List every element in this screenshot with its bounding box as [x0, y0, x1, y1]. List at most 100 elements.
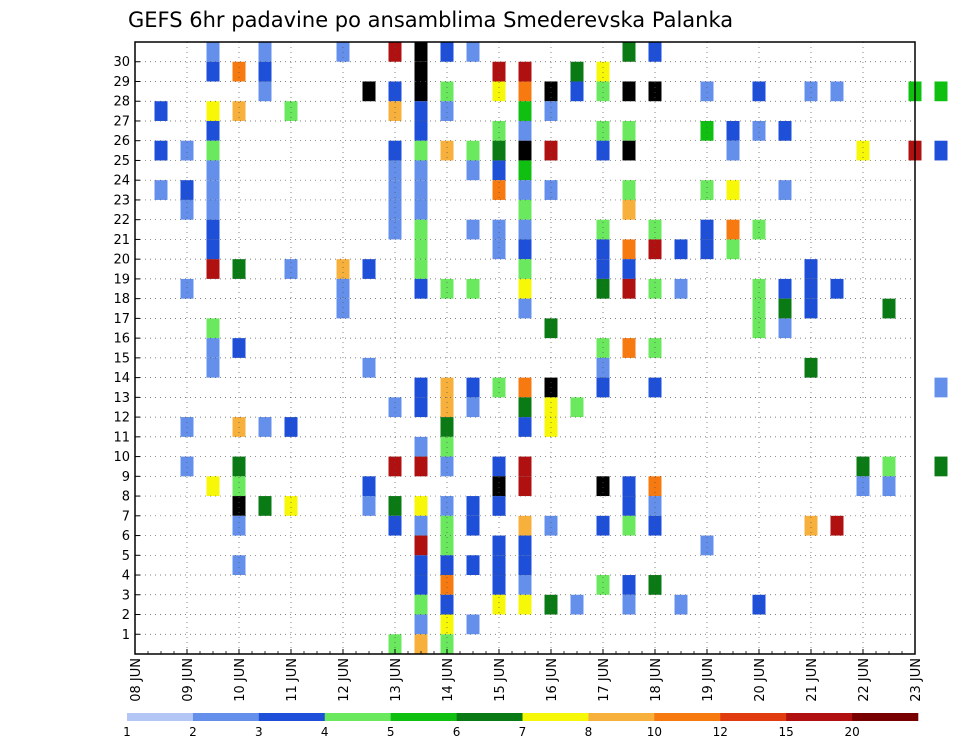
heatmap-cell: [466, 555, 480, 576]
legend-label: 8: [585, 725, 593, 739]
heatmap-cell: [336, 259, 350, 279]
heatmap-cell: [518, 476, 532, 497]
heatmap-cell: [518, 81, 532, 102]
heatmap-cell: [440, 515, 454, 536]
heatmap-cell: [544, 515, 558, 536]
heatmap-cell: [206, 101, 220, 121]
heatmap-cell: [518, 239, 532, 260]
heatmap-cell: [622, 278, 636, 299]
heatmap-cell: [804, 515, 818, 536]
y-tick-label: 22: [113, 213, 130, 228]
heatmap-cell: [518, 61, 532, 82]
heatmap-cell: [544, 101, 558, 121]
heatmap-cell: [388, 515, 402, 536]
heatmap-cell: [336, 298, 350, 319]
heatmap-cell: [596, 278, 610, 299]
heatmap-cell: [622, 575, 636, 595]
heatmap-cell: [648, 476, 662, 497]
legend-label: 2: [189, 725, 197, 739]
heatmap-cell: [440, 81, 454, 102]
heatmap-cell: [882, 298, 896, 319]
legend-swatch: [127, 713, 194, 721]
heatmap-cell: [492, 594, 506, 615]
y-tick-label: 23: [113, 193, 130, 208]
heatmap-cell: [180, 456, 194, 477]
heatmap-cell: [752, 278, 766, 299]
legend-swatch: [324, 713, 391, 721]
heatmap-cell: [336, 42, 350, 62]
heatmap-cell: [596, 140, 610, 161]
y-tick-label: 1: [122, 628, 130, 643]
heatmap-cell: [180, 199, 194, 220]
heatmap-cell: [258, 61, 272, 82]
heatmap-cell: [856, 476, 870, 497]
heatmap-cell: [388, 81, 402, 102]
heatmap-cell: [362, 496, 376, 516]
heatmap-cell: [648, 42, 662, 62]
heatmap-cell: [648, 515, 662, 536]
legend-label: 15: [779, 725, 794, 739]
heatmap-cell: [518, 417, 532, 437]
y-tick-label: 3: [122, 588, 130, 603]
legend-label: 7: [519, 725, 527, 739]
heatmap-cell: [570, 61, 584, 82]
heatmap-cell: [570, 594, 584, 615]
heatmap-cell: [414, 575, 428, 595]
heatmap-cell: [466, 377, 480, 398]
color-scale-legend: 1 2 3 4 5 6 7 8 10 12 15 20: [123, 713, 919, 739]
legend-swatch: [456, 713, 523, 721]
y-tick-label: 20: [113, 253, 130, 268]
heatmap-cell: [804, 278, 818, 299]
legend-swatch: [192, 713, 260, 721]
legend-swatch: [258, 713, 326, 721]
y-tick-label: 8: [122, 490, 130, 505]
heatmap-cell: [492, 219, 506, 240]
heatmap-cell: [622, 594, 636, 615]
heatmap-cell: [388, 634, 402, 654]
y-tick-label: 11: [113, 430, 130, 445]
heatmap-cell: [622, 338, 636, 358]
legend-swatch: [852, 713, 919, 721]
heatmap-cell: [154, 140, 168, 161]
legend-swatch: [654, 713, 721, 721]
heatmap-cell: [934, 377, 948, 398]
heatmap-cell: [284, 417, 298, 437]
heatmap-cell: [492, 476, 506, 497]
heatmap-cell: [492, 120, 506, 141]
heatmap-cell: [622, 476, 636, 497]
heatmap-cell: [544, 180, 558, 200]
heatmap-cell: [232, 101, 246, 121]
heatmap-cell: [778, 180, 792, 200]
heatmap-cell: [232, 476, 246, 497]
heatmap-cell: [856, 140, 870, 161]
heatmap-cell: [518, 575, 532, 595]
heatmap-cell: [440, 101, 454, 121]
heatmap-cell: [206, 219, 220, 240]
heatmap-cell: [518, 160, 532, 181]
legend-label: 5: [387, 725, 395, 739]
heatmap-cell: [830, 278, 844, 299]
heatmap-cell: [518, 120, 532, 141]
legend-label: 1: [123, 725, 131, 739]
heatmap-cell: [206, 180, 220, 200]
heatmap-cell: [466, 219, 480, 240]
y-tick-label: 14: [113, 371, 130, 386]
heatmap-cell: [648, 575, 662, 595]
heatmap-cell: [492, 535, 506, 556]
heatmap-cell: [596, 120, 610, 141]
heatmap-cell: [830, 515, 844, 536]
x-tick-label: 14 JUN: [441, 658, 456, 702]
x-tick-label: 18 JUN: [649, 658, 664, 702]
heatmap-cell: [414, 535, 428, 556]
legend-label: 12: [713, 725, 728, 739]
heatmap-cell: [414, 515, 428, 536]
heatmap-cell: [414, 377, 428, 398]
legend-label: 4: [321, 725, 329, 739]
heatmap-cell: [544, 81, 558, 102]
heatmap-cell: [492, 496, 506, 516]
heatmap-cell: [622, 239, 636, 260]
heatmap-cell: [544, 140, 558, 161]
heatmap-cell: [388, 140, 402, 161]
heatmap-cell: [466, 397, 480, 418]
heatmap-cell: [492, 81, 506, 102]
